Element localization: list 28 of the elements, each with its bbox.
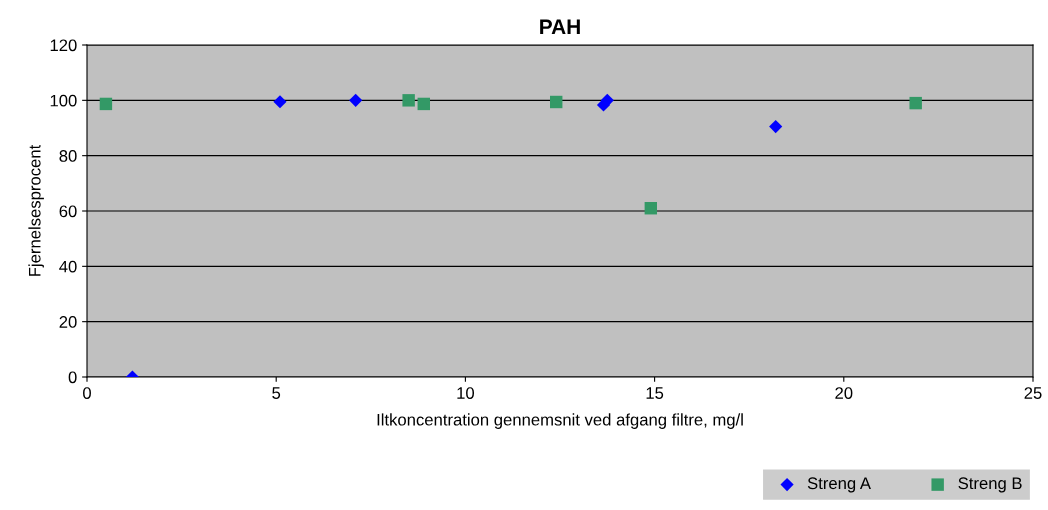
x-tick-label: 20 [835,387,853,399]
point [99,97,113,111]
x-tick-label: 5 [272,387,281,399]
x-tick-label: 15 [646,387,664,399]
point [909,96,922,110]
point [600,93,614,107]
y-tick-label: 120 [50,39,77,52]
y-tick-label: 100 [50,94,77,107]
y-tick-label: 60 [59,205,77,218]
legend-label: Streng B [958,477,1022,493]
chart-title: PAH [540,19,580,34]
point [417,97,430,111]
y-axis-title: Fjernelsesprocent [28,144,44,276]
legend-label: Streng A [807,477,871,493]
point [402,94,415,107]
point [273,95,287,109]
point [349,93,363,107]
x-tick-label: 25 [1024,387,1042,399]
y-tick-label: 80 [59,150,77,162]
x-axis-title: Iltkoncentration gennemsnit ved afgang filtre, mg/l [377,413,743,429]
x-tick-label: 10 [457,387,475,399]
y-tick-label: 40 [59,260,77,273]
y-tick-label: 0 [68,371,77,384]
point [769,120,783,134]
y-tick-label: 20 [59,316,77,328]
x-tick-label: 0 [83,387,91,399]
point [550,95,563,109]
point [644,202,658,215]
